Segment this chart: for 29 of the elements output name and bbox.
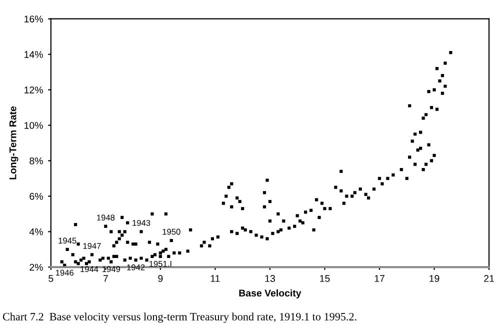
annotation: 1948 bbox=[97, 214, 115, 221]
y-tick-label: 12% bbox=[24, 86, 43, 94]
y-tick-label: 10% bbox=[24, 122, 43, 129]
x-tick-label: 7 bbox=[103, 275, 108, 282]
x-tick-label: 11 bbox=[210, 275, 220, 282]
x-tick-label: 5 bbox=[48, 275, 54, 282]
y-axis-title: Long-Term Rate bbox=[9, 106, 18, 180]
annotation: 1950 bbox=[162, 228, 180, 235]
x-tick-label: 15 bbox=[320, 275, 330, 282]
x-axis-title: Base Velocity bbox=[239, 289, 302, 298]
y-tick-label: 6% bbox=[30, 192, 43, 200]
x-tick-label: 13 bbox=[265, 275, 275, 282]
x-tick-label: 19 bbox=[430, 275, 440, 282]
x-tick-label: 17 bbox=[374, 275, 384, 282]
y-tick-label: 2% bbox=[30, 264, 43, 271]
y-tick-label: 4% bbox=[29, 228, 43, 236]
x-tick-label: 9 bbox=[158, 275, 163, 282]
y-tick-label: 14% bbox=[24, 51, 43, 58]
x-tick-label: 21 bbox=[484, 275, 494, 282]
y-tick-label: 16% bbox=[24, 16, 43, 22]
annotation: 1946 bbox=[56, 270, 74, 276]
y-tick-label: 8% bbox=[30, 157, 43, 164]
caption: Chart 7.2 Base velocity versus long-term Treasury bond rate, 1919.1 to 1995.2. bbox=[2, 312, 356, 323]
annotation: 1949 bbox=[102, 266, 120, 272]
annotation: 1947 bbox=[83, 242, 101, 249]
annotation: 1943 bbox=[132, 220, 150, 226]
annotation: 1951.I bbox=[149, 260, 172, 267]
annotation: 1945 bbox=[58, 238, 76, 244]
annotation: 1944 bbox=[80, 266, 98, 272]
